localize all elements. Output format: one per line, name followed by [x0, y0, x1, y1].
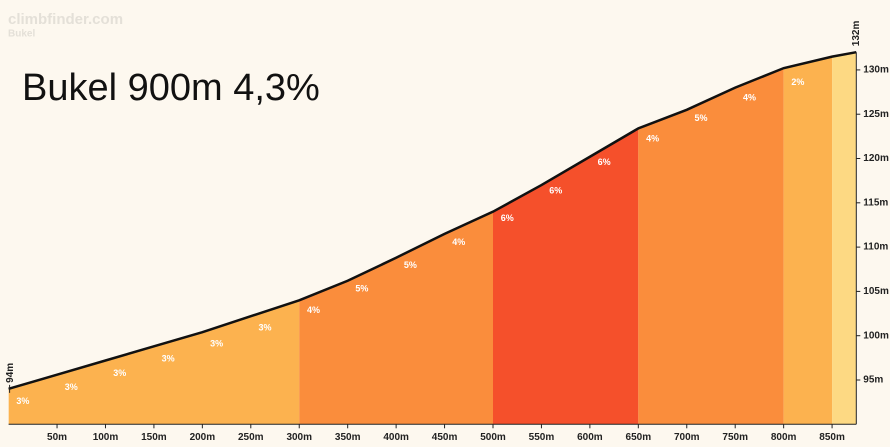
- gradient-label: 4%: [646, 133, 659, 143]
- x-tick-label: 700m: [674, 432, 700, 443]
- x-tick-label: 600m: [577, 432, 603, 443]
- gradient-label: 3%: [113, 368, 126, 378]
- x-tick-label: 350m: [335, 432, 361, 443]
- y-tick-label: 125m: [863, 109, 889, 120]
- x-tick-label: 400m: [383, 432, 409, 443]
- gradient-label: 5%: [404, 260, 417, 270]
- y-tick-label: 105m: [863, 286, 889, 297]
- gradient-label: 6%: [501, 213, 514, 223]
- gradient-label: 2%: [791, 77, 804, 87]
- x-tick-label: 300m: [286, 432, 312, 443]
- x-tick-label: 650m: [626, 432, 652, 443]
- gradient-label: 4%: [452, 237, 465, 247]
- watermark-subtitle: Bukel: [8, 29, 35, 40]
- x-tick-label: 200m: [190, 432, 216, 443]
- gradient-label: 3%: [162, 354, 175, 364]
- profile-line: [8, 50, 857, 391]
- gradient-label: 3%: [16, 396, 29, 406]
- gradient-label: 4%: [307, 305, 320, 315]
- x-tick-label: 500m: [480, 432, 506, 443]
- end-label: 132m: [851, 21, 862, 47]
- x-tick-label: 250m: [238, 432, 264, 443]
- x-tick-label: 450m: [432, 432, 458, 443]
- gradient-label: 3%: [259, 323, 272, 333]
- y-tick-label: 110m: [863, 242, 888, 253]
- gradient-label: 5%: [355, 284, 368, 294]
- watermark: climbfinder.com: [8, 11, 123, 28]
- y-tick-label: 130m: [863, 65, 889, 76]
- start-label: 94m: [5, 363, 16, 383]
- gradient-band: [832, 52, 857, 425]
- y-tick-label: 120m: [863, 153, 889, 164]
- y-tick-label: 95m: [863, 375, 883, 386]
- y-tick-label: 100m: [863, 330, 889, 341]
- x-tick-label: 850m: [819, 432, 845, 443]
- x-tick-label: 100m: [93, 432, 119, 443]
- chart-title: Bukel 900m 4,3%: [22, 67, 320, 109]
- y-tick-label: 115m: [863, 197, 888, 208]
- gradient-label: 3%: [210, 339, 223, 349]
- gradient-label: 3%: [65, 382, 78, 392]
- gradient-label: 5%: [695, 113, 708, 123]
- gradient-label: 6%: [598, 157, 611, 167]
- x-tick-label: 800m: [771, 432, 797, 443]
- x-tick-label: 50m: [47, 432, 67, 443]
- x-tick-label: 750m: [722, 432, 748, 443]
- x-tick-label: 550m: [529, 432, 555, 443]
- gradient-band: [783, 52, 833, 425]
- gradient-label: 4%: [743, 92, 756, 102]
- x-tick-label: 150m: [141, 432, 167, 443]
- gradient-label: 6%: [549, 185, 562, 195]
